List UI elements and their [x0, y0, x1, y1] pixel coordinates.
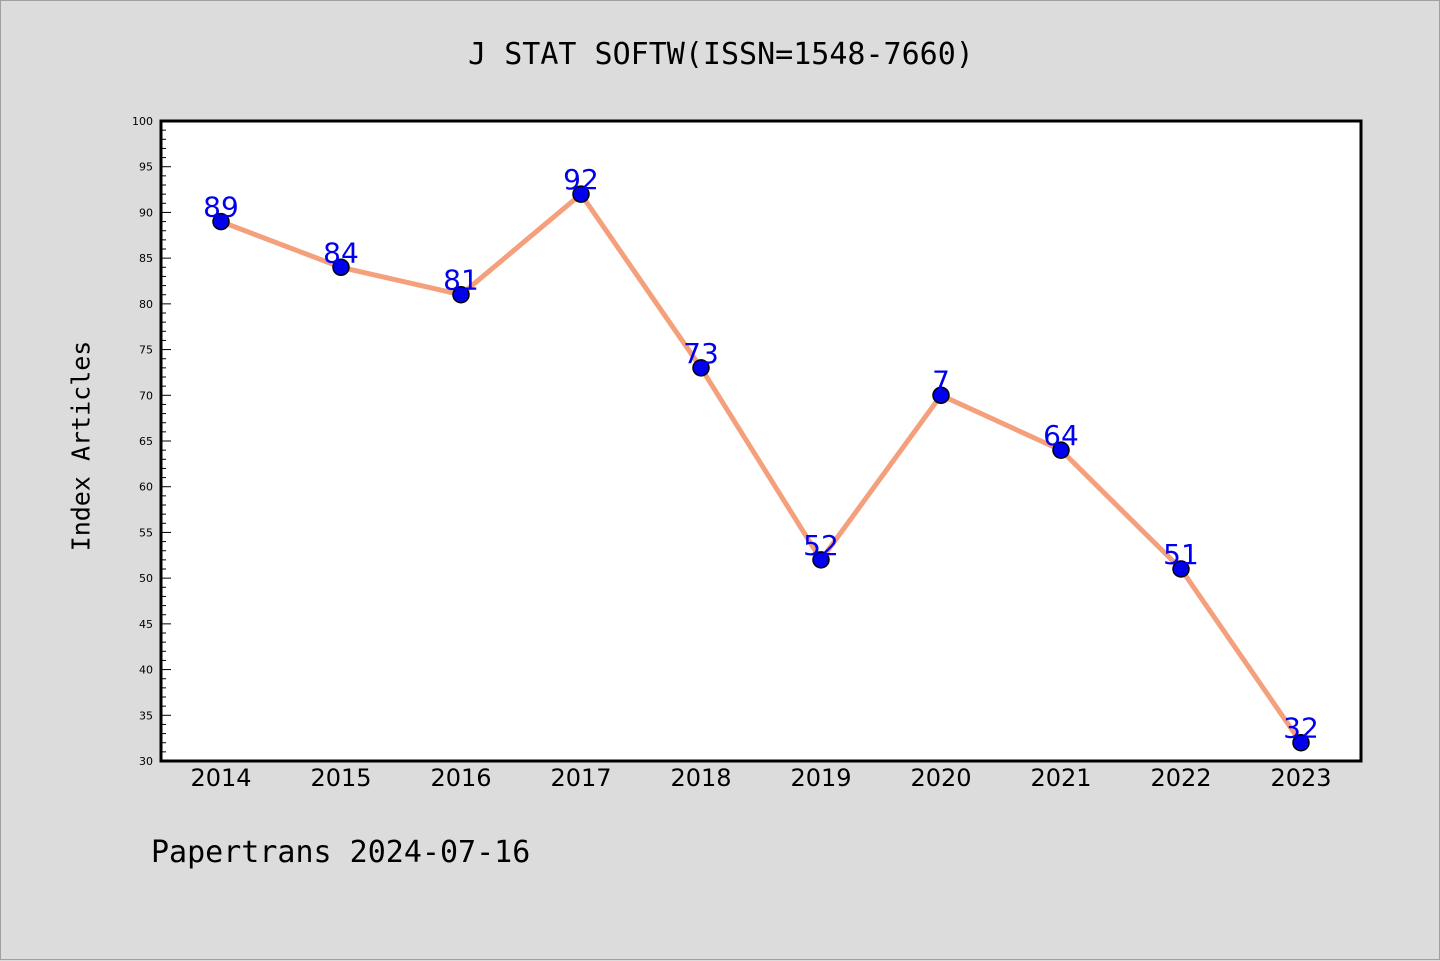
data-point [932, 386, 950, 405]
x-tick-label: 2023 [1270, 764, 1331, 792]
data-point [1172, 560, 1190, 578]
data-label: 73 [683, 337, 719, 370]
y-tick-label: 95 [139, 161, 153, 174]
data-point [212, 212, 230, 231]
data-point [692, 359, 710, 377]
y-tick-label: 35 [139, 709, 153, 722]
y-tick-label: 55 [139, 526, 153, 539]
footer-text: Papertrans 2024-07-16 [151, 835, 531, 870]
y-tick-label: 50 [139, 572, 153, 585]
y-tick-label: 80 [139, 298, 153, 311]
y-tick-label: 90 [139, 206, 153, 219]
x-tick-label: 2015 [310, 764, 371, 792]
data-label: 52 [803, 529, 839, 562]
data-label: 81 [443, 264, 479, 297]
plot-frame [159, 119, 1363, 763]
y-tick-label: 75 [139, 344, 153, 357]
x-tick-label: 2021 [1030, 764, 1091, 792]
data-point [1052, 441, 1070, 459]
y-tick-label: 65 [139, 435, 153, 448]
data-label: 64 [1043, 419, 1079, 452]
data-label: 89 [203, 191, 239, 224]
x-tick-label: 2014 [190, 764, 251, 792]
data-label: 84 [323, 236, 359, 269]
x-tick-label: 2020 [910, 764, 971, 792]
y-tick-label: 60 [139, 481, 153, 494]
series-line [220, 191, 1304, 745]
y-tick-label: 30 [139, 755, 153, 768]
x-tick-label: 2022 [1150, 764, 1211, 792]
data-point [1292, 733, 1310, 752]
y-tick-label: 100 [132, 115, 153, 128]
data-point [572, 185, 590, 203]
y-tick-label: 40 [139, 664, 153, 677]
chart-title: J STAT SOFTW(ISSN=1548-7660) [468, 37, 974, 72]
data-label: 32 [1283, 712, 1319, 745]
data-point [812, 551, 830, 569]
x-tick-label: 2016 [430, 764, 491, 792]
y-tick-label: 85 [139, 252, 153, 265]
x-tick-label: 2018 [670, 764, 731, 792]
x-tick-label: 2017 [550, 764, 611, 792]
x-tick-label: 2019 [790, 764, 851, 792]
y-tick-label: 70 [139, 389, 153, 402]
data-label: 51 [1163, 538, 1199, 571]
data-label: 92 [563, 163, 599, 196]
data-point [332, 258, 350, 277]
y-tick-label: 45 [139, 618, 153, 631]
data-point [452, 285, 470, 304]
data-label: 7 [932, 364, 950, 397]
plot-area [161, 121, 1361, 761]
